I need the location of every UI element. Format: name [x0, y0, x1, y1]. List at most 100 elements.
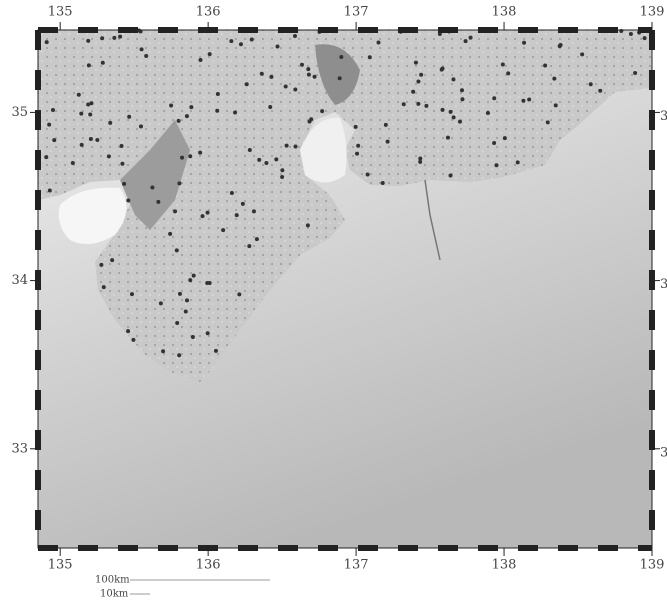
scale-label: 100km — [95, 575, 130, 586]
map: 100km 10km 13513513613613713713813813913… — [0, 0, 667, 605]
station — [89, 137, 93, 141]
x-tick-label: 136 — [196, 5, 221, 20]
station — [233, 111, 237, 115]
frame-segment — [558, 545, 578, 551]
station — [313, 75, 317, 79]
station — [250, 37, 254, 41]
scale-label: 10km — [100, 589, 129, 600]
station — [241, 202, 245, 206]
station — [180, 156, 184, 160]
station — [51, 108, 55, 112]
frame-segment — [649, 150, 655, 170]
station — [201, 214, 205, 218]
y-tick-label: 35 — [11, 105, 28, 120]
station — [492, 141, 496, 145]
station — [215, 109, 219, 113]
frame-segment — [598, 545, 618, 551]
station — [280, 168, 284, 172]
station — [169, 103, 173, 107]
frame-segment — [35, 510, 41, 530]
station — [307, 73, 311, 77]
station — [80, 143, 84, 147]
station — [320, 109, 324, 113]
station — [159, 301, 163, 305]
station — [543, 64, 547, 68]
station — [221, 228, 225, 232]
frame-segment — [278, 27, 298, 33]
station — [108, 121, 112, 125]
frame-segment — [649, 190, 655, 210]
station — [99, 263, 103, 267]
station — [411, 90, 415, 94]
station — [130, 292, 134, 296]
station — [177, 181, 181, 185]
station — [354, 125, 358, 129]
station — [139, 124, 143, 128]
station — [521, 99, 525, 103]
station — [86, 103, 90, 107]
frame-segment — [35, 270, 41, 290]
frame-segment — [478, 27, 498, 33]
frame-segment — [35, 350, 41, 370]
station — [161, 349, 165, 353]
x-tick-label: 137 — [344, 5, 369, 20]
station — [45, 40, 49, 44]
station — [126, 329, 130, 333]
station — [449, 173, 453, 177]
station — [206, 211, 210, 215]
station — [156, 200, 160, 204]
frame-segment — [238, 545, 258, 551]
station — [460, 88, 464, 92]
station — [522, 41, 526, 45]
station — [110, 258, 114, 262]
station — [452, 115, 456, 119]
station — [52, 138, 56, 142]
station — [306, 223, 310, 227]
station — [356, 144, 360, 148]
frame-segment — [518, 27, 538, 33]
station — [402, 102, 406, 106]
station — [198, 151, 202, 155]
station — [185, 298, 189, 302]
station — [598, 89, 602, 93]
station — [229, 39, 233, 43]
station — [239, 42, 243, 46]
station — [458, 120, 462, 124]
frame-segment — [398, 545, 418, 551]
station — [87, 63, 91, 67]
y-tick-label: 33 — [660, 445, 667, 460]
station — [503, 136, 507, 140]
station — [185, 114, 189, 118]
station — [247, 244, 251, 248]
station — [206, 331, 210, 335]
station — [235, 213, 239, 217]
station — [554, 103, 558, 107]
station — [191, 335, 195, 339]
station — [527, 97, 531, 101]
station — [237, 292, 241, 296]
frame-segment — [649, 110, 655, 130]
station — [188, 154, 192, 158]
station — [140, 47, 144, 51]
frame-segment — [649, 390, 655, 410]
x-tick-label: 135 — [48, 558, 73, 573]
station — [285, 144, 289, 148]
station — [102, 285, 106, 289]
station — [366, 173, 370, 177]
station — [245, 82, 249, 86]
x-tick-label: 137 — [344, 558, 369, 573]
frame-segment — [649, 30, 655, 50]
station — [633, 71, 637, 75]
station — [101, 61, 105, 65]
x-tick-label: 139 — [640, 558, 665, 573]
frame-segment — [118, 27, 138, 33]
station — [175, 248, 179, 252]
station — [150, 185, 154, 189]
frame-segment — [38, 545, 58, 551]
station — [177, 119, 181, 123]
station — [275, 45, 279, 49]
frame-segment — [78, 545, 98, 551]
station — [293, 34, 297, 38]
station — [248, 148, 252, 152]
station — [189, 105, 193, 109]
